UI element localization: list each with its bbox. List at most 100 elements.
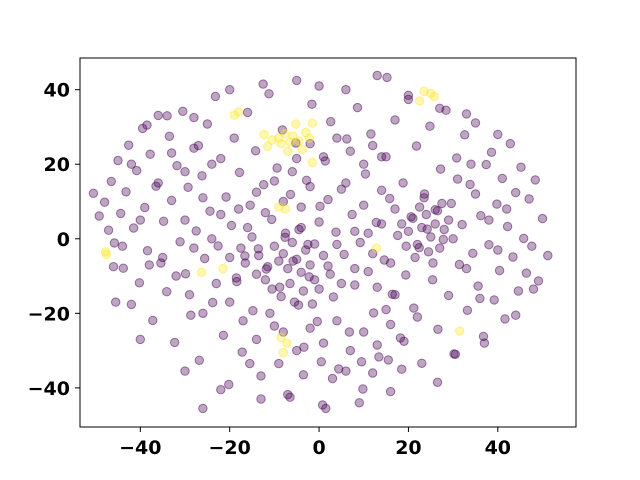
scatter-point-s0-46	[221, 192, 231, 202]
scatter-point-s0-2	[99, 197, 110, 207]
scatter-point-s0-125	[433, 324, 443, 334]
scatter-point-s1-12	[283, 146, 293, 156]
scatter-point-s0-99	[363, 266, 373, 277]
scatter-point-s0-193	[108, 262, 119, 272]
scatter-point-s0-249	[216, 209, 226, 220]
scatter-point-s0-263	[341, 178, 351, 188]
scatter-point-s0-245	[180, 215, 190, 225]
scatter-point-s0-150	[500, 314, 510, 324]
scatter-point-s0-213	[289, 297, 300, 307]
scatter-point-s0-19	[148, 315, 158, 326]
scatter-point-s0-164	[543, 250, 553, 261]
scatter-point-s0-171	[314, 81, 324, 91]
scatter-point-s0-281	[318, 338, 329, 348]
scatter-point-s0-51	[234, 167, 245, 178]
scatter-point-s0-63	[267, 214, 277, 225]
scatter-point-s0-101	[368, 308, 379, 318]
scatter-point-s0-303	[461, 263, 472, 274]
scatter-point-s0-247	[198, 193, 208, 203]
scatter-point-s0-121	[422, 224, 432, 234]
scatter-point-s1-20	[307, 118, 318, 128]
scatter-point-s0-253	[251, 187, 262, 197]
scatter-point-s0-269	[158, 252, 168, 263]
scatter-point-s1-18	[301, 127, 311, 138]
scatter-point-s0-31	[180, 269, 191, 279]
scatter-point-s1-23	[280, 204, 291, 214]
scatter-point-s0-49	[229, 133, 239, 143]
scatter-point-s0-242	[428, 258, 438, 268]
scatter-point-s1-17	[297, 144, 307, 155]
scatter-point-s0-12	[128, 223, 139, 233]
scatter-point-s0-166	[162, 111, 172, 121]
scatter-point-s0-232	[435, 243, 445, 253]
scatter-point-s0-236	[401, 241, 411, 251]
scatter-point-s0-60	[259, 180, 269, 190]
scatter-point-s0-33	[186, 310, 196, 320]
y-axis: −40 −20 0 20 40	[28, 80, 80, 400]
scatter-point-s0-310	[126, 159, 137, 169]
scatter-point-s1-11	[280, 129, 290, 139]
scatter-point-s0-207	[254, 250, 264, 261]
scatter-point-s0-250	[225, 252, 235, 263]
scatter-point-s0-29	[175, 237, 185, 247]
scatter-point-s0-40	[205, 206, 215, 216]
scatter-point-s0-30	[178, 106, 188, 117]
scatter-point-s0-52	[237, 347, 247, 357]
scatter-point-s0-7	[116, 208, 126, 219]
scatter-point-s0-65	[272, 163, 282, 173]
scatter-point-s0-226	[408, 213, 418, 224]
scatter-point-s0-319	[332, 133, 342, 143]
y-tick-label: 40	[44, 80, 70, 102]
scatter-point-s0-152	[505, 139, 515, 149]
scatter-point-s0-212	[276, 291, 286, 302]
scatter-point-s0-239	[419, 193, 429, 203]
scatter-point-s0-11	[126, 299, 137, 310]
scatter-point-s0-23	[158, 216, 169, 227]
scatter-point-s0-8	[118, 263, 129, 273]
scatter-point-s0-62	[264, 89, 274, 99]
scatter-point-s0-287	[399, 336, 409, 346]
scatter-point-s1-25	[278, 347, 288, 358]
scatter-point-s0-200	[292, 254, 302, 264]
scatter-point-s0-97	[358, 384, 368, 394]
scatter-point-s0-93	[347, 209, 357, 220]
scatter-point-s0-264	[350, 226, 360, 237]
scatter-point-s0-79	[309, 239, 320, 249]
scatter-point-s0-315	[359, 159, 369, 169]
scatter-point-s0-149	[497, 173, 507, 184]
scatter-point-s0-235	[423, 247, 434, 257]
scatter-point-s0-271	[184, 290, 195, 300]
scatter-point-s0-265	[359, 200, 369, 210]
scatter-point-s0-119	[417, 358, 427, 368]
scatter-point-s0-27	[170, 337, 180, 348]
scatter-point-s1-1	[101, 249, 112, 260]
scatter-point-s0-179	[135, 334, 146, 345]
scatter-point-s0-233	[439, 224, 449, 235]
scatter-point-s0-22	[156, 258, 166, 268]
scatter-point-s0-251	[233, 204, 244, 214]
scatter-point-s0-312	[180, 167, 190, 177]
scatter-point-s0-215	[318, 250, 329, 261]
scatter-point-s0-161	[530, 175, 540, 185]
scatter-point-s0-135	[460, 130, 470, 140]
scatter-point-s1-19	[304, 133, 314, 143]
scatter-point-s0-80	[312, 316, 322, 327]
scatter-point-s1-24	[276, 332, 286, 343]
scatter-point-s0-175	[435, 103, 445, 114]
scatter-point-s0-143	[481, 159, 491, 170]
scatter-point-s0-302	[470, 189, 481, 199]
scatter-point-s0-240	[397, 219, 407, 229]
scatter-point-s0-194	[117, 241, 128, 251]
scatter-point-s0-275	[238, 316, 248, 326]
scatter-point-s0-299	[484, 215, 494, 225]
scatter-point-s0-230	[426, 232, 436, 242]
scatter-point-s0-16	[140, 202, 150, 213]
scatter-point-s1-27	[371, 243, 381, 253]
scatter-point-s0-295	[298, 370, 309, 380]
scatter-point-s0-110	[393, 230, 403, 241]
scatter-point-s0-284	[359, 327, 369, 337]
scatter-point-s0-1	[94, 211, 104, 221]
scatter-point-s0-224	[307, 299, 318, 309]
scatter-point-s0-286	[385, 319, 396, 330]
scatter-point-s0-39	[202, 119, 213, 129]
